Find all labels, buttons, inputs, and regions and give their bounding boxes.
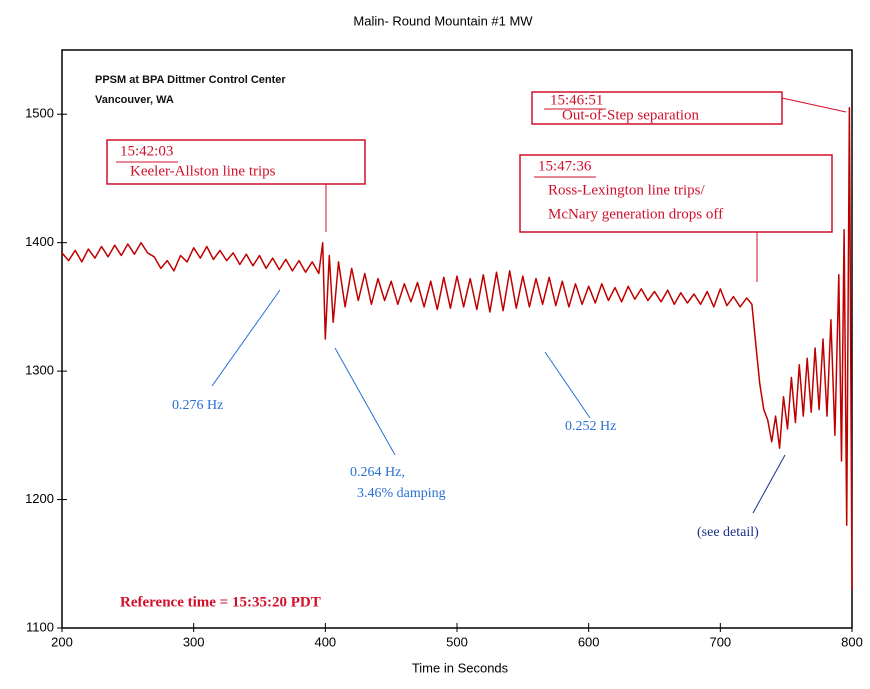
source-line: Vancouver, WA [95, 94, 174, 106]
annotation-box [106, 139, 366, 185]
data-line [61, 107, 853, 590]
annotation: 15:42:03 Keeler-Allston line trips [106, 139, 366, 232]
note-leader [544, 351, 591, 419]
annotation: 15:47:36 Ross-Lexington line trips/ McNa… [519, 154, 833, 282]
x-tick-label: 800 [841, 634, 863, 649]
x-tick-label: 500 [446, 634, 468, 649]
chart-title: Malin- Round Mountain #1 MW [353, 13, 533, 28]
note-leader [334, 347, 396, 456]
x-tick-label: 200 [51, 634, 73, 649]
x-axis-label: Time in Seconds [412, 660, 509, 675]
annotation-text: Out-of-Step separation [562, 107, 700, 123]
annotation-text: McNary generation drops off [548, 206, 723, 222]
y-tick-label: 1400 [25, 234, 54, 249]
annotation-text: Keeler-Allston line trips [130, 163, 276, 179]
plot-frame [61, 49, 853, 629]
x-tick-label: 600 [578, 634, 600, 649]
y-tick-label: 1200 [25, 491, 54, 506]
note: 0.264 Hz, [350, 465, 405, 480]
annotation-box [531, 91, 783, 125]
x-tick-label: 300 [183, 634, 205, 649]
x-tick-label: 400 [314, 634, 336, 649]
note: 0.276 Hz [172, 398, 223, 413]
y-tick-label: 1500 [25, 106, 54, 121]
reference-time: Reference time = 15:35:20 PDT [120, 594, 321, 610]
source-line: PPSM at BPA Dittmer Control Center [95, 74, 286, 86]
annotation-time: 15:46:51 [550, 92, 603, 108]
note-leader [752, 454, 786, 514]
note: 0.252 Hz [565, 419, 616, 434]
leader [781, 97, 847, 113]
x-tick-label: 700 [709, 634, 731, 649]
annotation-time: 15:47:36 [538, 158, 592, 174]
annotation-box [519, 154, 833, 233]
annotation-time: 15:42:03 [120, 143, 173, 159]
annotation: 15:46:51 Out-of-Step separation [531, 91, 847, 125]
y-tick-label: 1100 [26, 619, 54, 634]
y-tick-label: 1300 [25, 363, 54, 378]
note: (see detail) [697, 525, 759, 540]
note-leader [211, 289, 281, 387]
annotation-text: Ross-Lexington line trips/ [548, 182, 705, 198]
note: 3.46% damping [357, 486, 446, 501]
